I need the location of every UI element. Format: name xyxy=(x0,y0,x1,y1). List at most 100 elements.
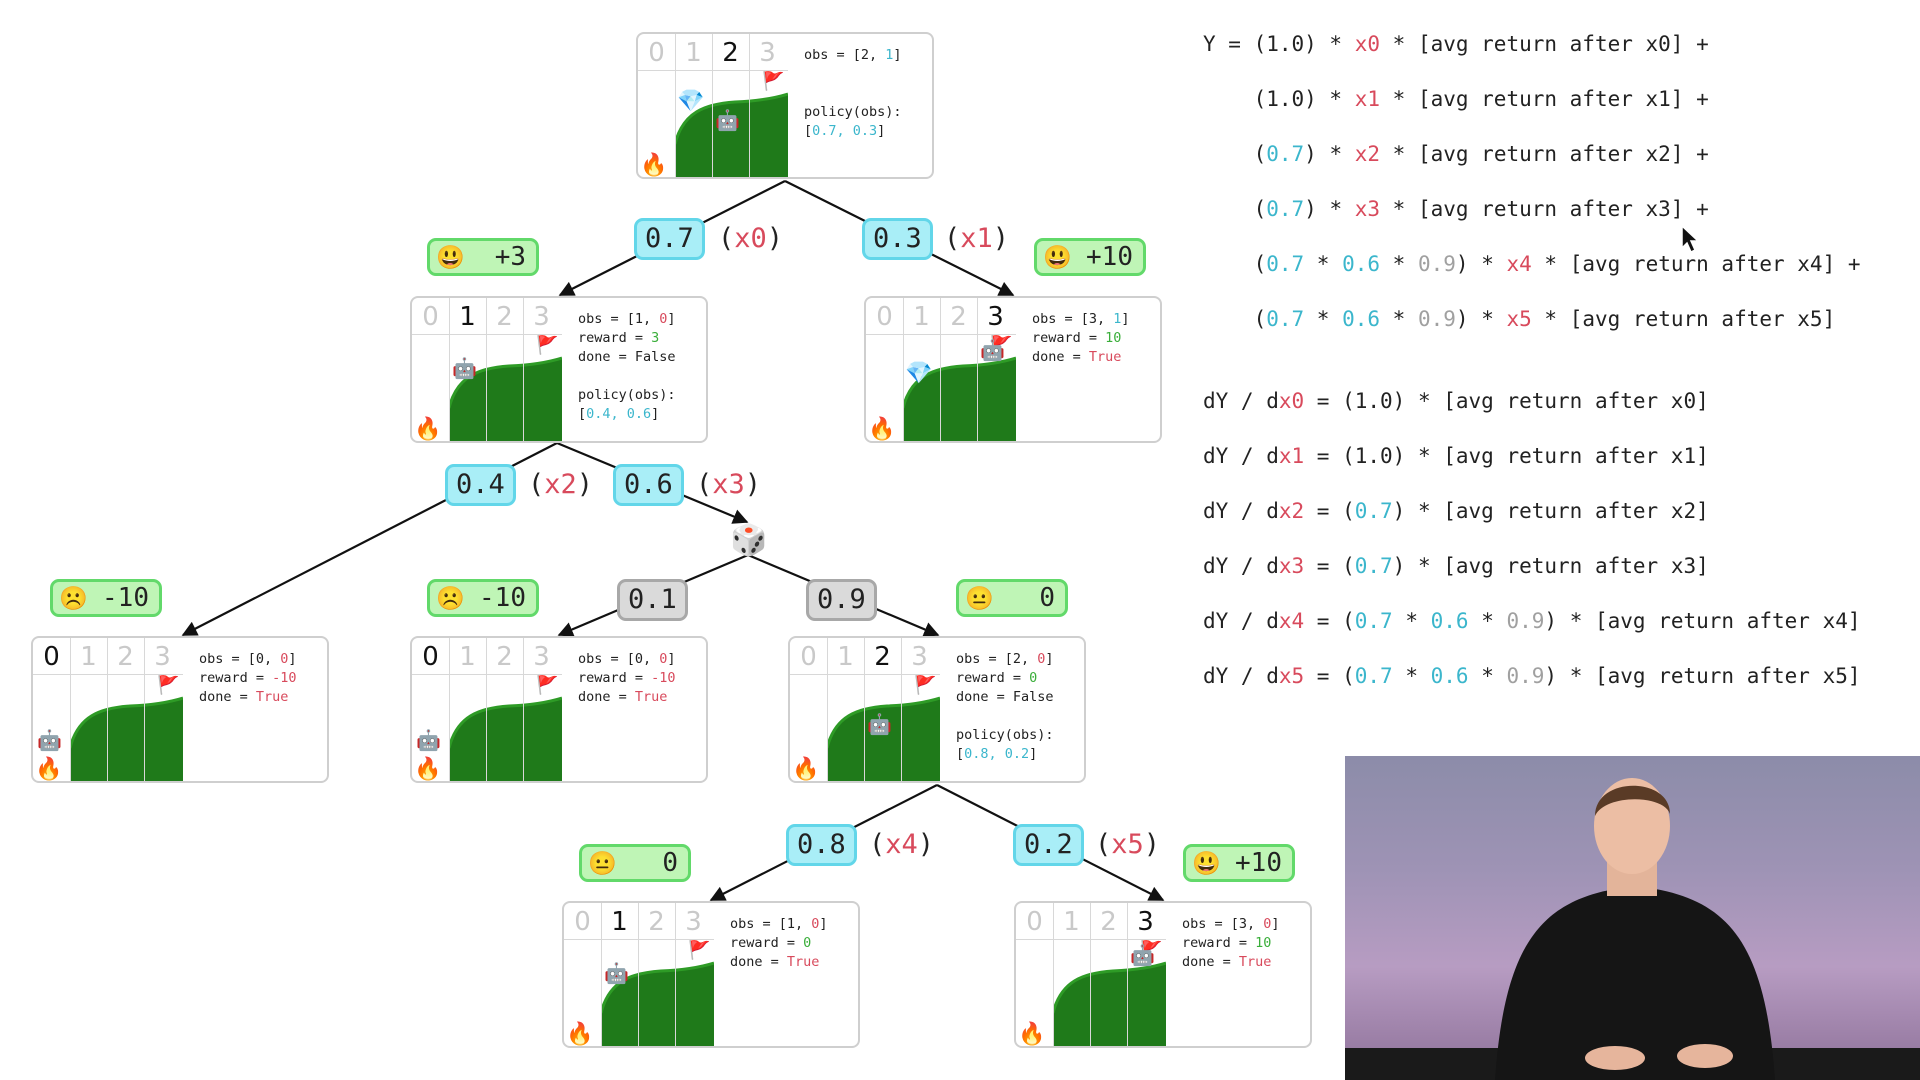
robot-icon: 🤖 xyxy=(980,338,1005,362)
hill-terrain xyxy=(449,356,562,441)
reward-badge: 😃 +10 xyxy=(1183,844,1295,882)
flag-icon: 🚩 xyxy=(688,940,711,961)
state-info: obs = [0, 0] reward = -10 done = True xyxy=(578,650,706,707)
equation-segment: ) * xyxy=(1455,307,1507,331)
equation-segment: x4 xyxy=(1506,252,1532,276)
cell-index: 0 xyxy=(876,302,893,332)
equation-segment: * xyxy=(1304,307,1343,331)
info-segment: ] xyxy=(667,651,676,667)
state-node: 0 1 2 3 🔥 🚩 🤖 obs = [1, 0] reward = 0 done = True xyxy=(562,901,860,1048)
info-segment: True xyxy=(1088,349,1122,365)
equation-segment: = ( xyxy=(1304,609,1355,633)
edge-prob: 0.4 xyxy=(445,464,516,506)
info-line xyxy=(578,367,706,386)
state-info: obs = [1, 0] reward = 3 done = False policy… xyxy=(578,310,706,424)
info-segment: policy(obs): xyxy=(578,387,676,403)
cell-index: 3 xyxy=(987,302,1004,332)
cell-index: 0 xyxy=(648,38,665,68)
cell-index: 0 xyxy=(574,907,591,937)
cell-index: 0 xyxy=(422,302,439,332)
cell-index: 3 xyxy=(911,642,928,672)
flag-icon: 🚩 xyxy=(536,675,559,696)
info-segment: 10 xyxy=(1255,935,1272,951)
state-node: 0 1 2 3 🔥 🚩 🤖 obs = [3, 0] reward = 10 done = Tru… xyxy=(1014,901,1312,1048)
info-segment: True xyxy=(255,689,289,705)
info-line: done = False xyxy=(956,688,1084,707)
info-line: done = True xyxy=(1032,348,1160,367)
equation-segment: ) * [avg return after x3] xyxy=(1392,554,1709,578)
equation-segment: dY / d xyxy=(1203,499,1279,523)
info-segment: 3 xyxy=(651,330,660,346)
cell-index: 3 xyxy=(685,907,702,937)
equation-segment: dY / d xyxy=(1203,609,1279,633)
equation-segment: x4 xyxy=(1278,609,1305,633)
fire-icon: 🔥 xyxy=(640,153,668,178)
edge-var: (x5) xyxy=(1095,829,1161,860)
edge-prob: 0.7 xyxy=(634,218,705,260)
edge-prob: 0.3 xyxy=(862,218,933,260)
grid-divider xyxy=(523,298,524,441)
equation-segment: x2 xyxy=(1354,142,1381,166)
info-segment: obs = [2, xyxy=(804,47,886,63)
equation-segment: 0.9 xyxy=(1506,664,1545,688)
info-segment: 0 xyxy=(659,311,668,327)
gridworld-scene: 0 1 2 3 🔥 🚩 🤖 xyxy=(33,638,183,781)
equation-line: Y = (1.0) * x0 * [avg return after x0] + xyxy=(1203,30,1709,58)
sad-face-icon: ☹️ xyxy=(59,586,88,612)
info-segment: [ xyxy=(956,746,965,762)
grid-divider xyxy=(412,334,562,335)
cell-index: 1 xyxy=(837,642,854,672)
equation-segment: x1 xyxy=(1278,444,1305,468)
info-segment: ] xyxy=(1029,746,1038,762)
grid-divider xyxy=(523,638,524,781)
info-segment: 0.7, 0.3 xyxy=(812,123,878,139)
chance-prob: 0.1 xyxy=(617,579,688,621)
equation-line: dY / dx4 = (0.7 * 0.6 * 0.9) * [avg retu… xyxy=(1203,607,1861,635)
cell-index: 1 xyxy=(80,642,97,672)
info-segment: 0.4, 0.6 xyxy=(586,406,652,422)
reward-badge: 😐 0 xyxy=(956,579,1068,617)
equation-segment: x5 xyxy=(1506,307,1532,331)
state-node: 0 1 2 3 🔥 🚩 💎 🤖 obs = [3, 1] reward = 10 done = Tr… xyxy=(864,296,1162,443)
cell-index: 2 xyxy=(874,642,891,672)
info-line: obs = [3, 0] xyxy=(1182,915,1310,934)
info-segment: [ xyxy=(804,123,813,139)
grid-divider xyxy=(70,638,71,781)
info-segment: 0 xyxy=(280,651,289,667)
equation-segment: ) * xyxy=(1304,197,1355,221)
gem-icon: 💎 xyxy=(905,361,933,386)
reward-badge: 😃 +3 xyxy=(427,238,539,276)
grid-divider xyxy=(412,674,562,675)
info-segment: done = False xyxy=(956,689,1054,705)
cell-index: 1 xyxy=(611,907,628,937)
cell-index: 2 xyxy=(950,302,967,332)
equation-line: (0.7) * x3 * [avg return after x3] + xyxy=(1203,195,1709,223)
gem-icon: 💎 xyxy=(677,89,705,114)
info-segment: reward = xyxy=(956,670,1030,686)
equation-line: (0.7 * 0.6 * 0.9) * x5 * [avg return aft… xyxy=(1203,305,1836,333)
equation-segment: 0.6 xyxy=(1342,307,1381,331)
equation-segment: * [avg return after x2] + xyxy=(1380,142,1709,166)
equation-line: dY / dx2 = (0.7) * [avg return after x2] xyxy=(1203,497,1709,525)
equation-segment: 0.7 xyxy=(1266,307,1305,331)
reward-badge: ☹️ -10 xyxy=(50,579,162,617)
fire-icon: 🔥 xyxy=(868,417,896,442)
info-line: done = True xyxy=(578,688,706,707)
robot-icon: 🤖 xyxy=(452,356,477,380)
info-segment: obs = [0, xyxy=(199,651,281,667)
info-segment: ] xyxy=(819,916,828,932)
equation-segment: * xyxy=(1468,664,1507,688)
state-info: obs = [0, 0] reward = -10 done = True xyxy=(199,650,327,707)
flag-icon: 🚩 xyxy=(990,335,1013,356)
info-segment: True xyxy=(634,689,668,705)
neutral-face-icon: 😐 xyxy=(965,586,994,612)
equation-segment: dY / d xyxy=(1203,554,1279,578)
info-segment: reward = xyxy=(578,670,652,686)
gridworld-scene: 0 1 2 3 🔥 🚩 🤖 xyxy=(412,638,562,781)
grid-divider xyxy=(107,638,108,781)
webcam-video xyxy=(1345,756,1920,1080)
equation-line: (0.7) * x2 * [avg return after x2] + xyxy=(1203,140,1709,168)
equation-segment: * xyxy=(1392,609,1431,633)
equation-segment: 0.7 xyxy=(1354,554,1393,578)
info-line: obs = [1, 0] xyxy=(730,915,858,934)
